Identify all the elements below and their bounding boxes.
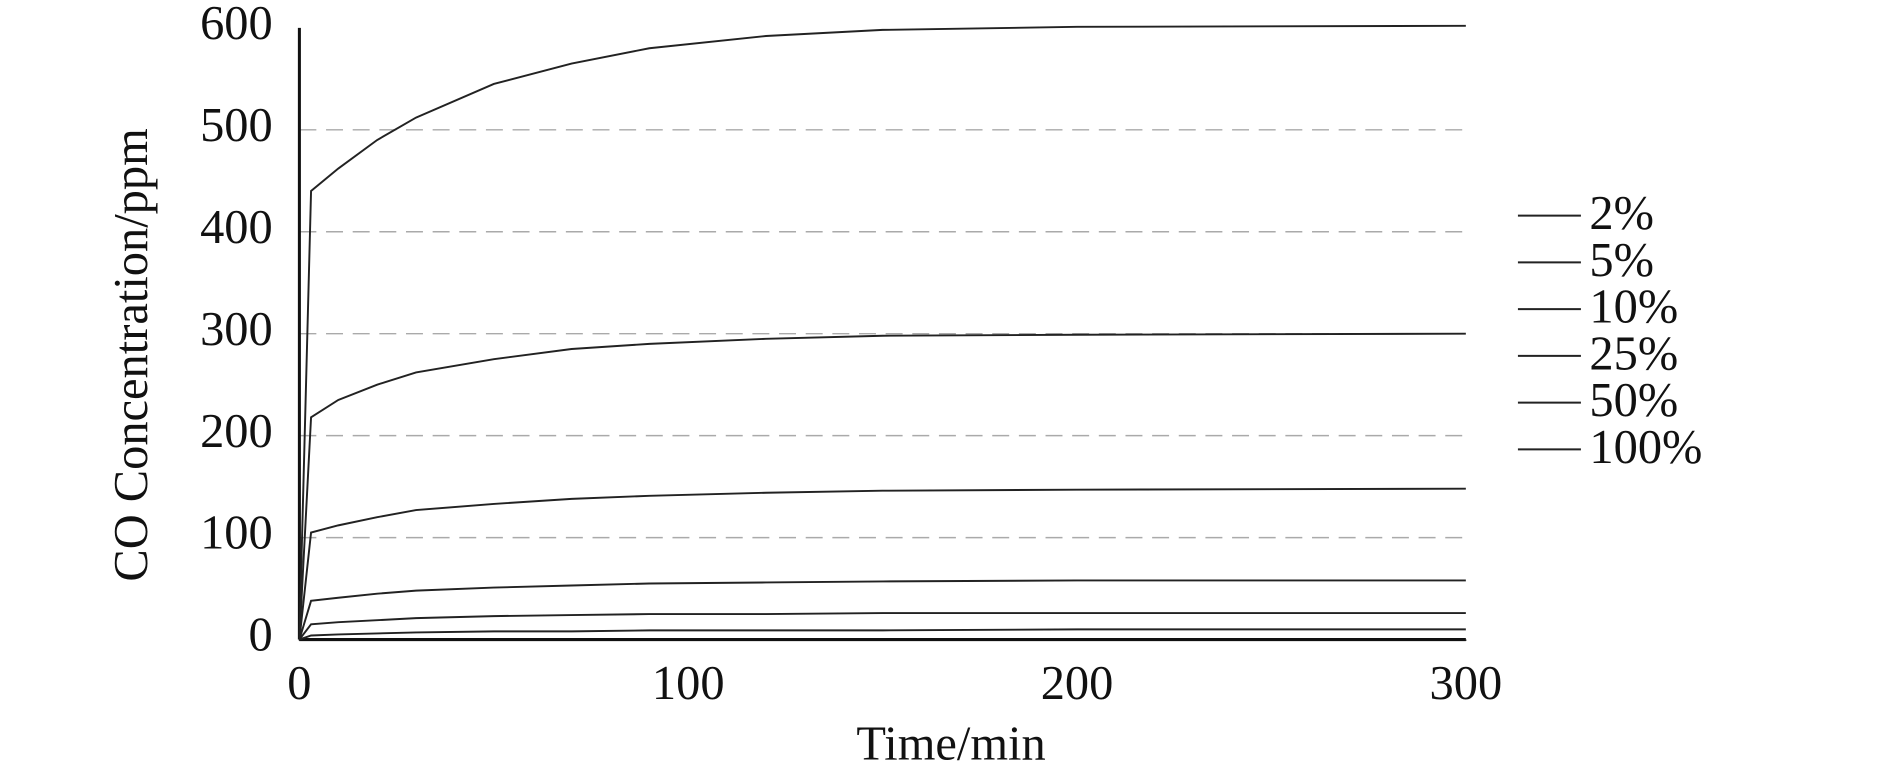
- y-tick-label: 0: [249, 609, 273, 662]
- series-line: [299, 628, 1466, 641]
- x-tick-label: 300: [1430, 657, 1503, 710]
- x-tick-label: 0: [287, 657, 311, 710]
- series-line: [298, 332, 1466, 640]
- y-tick-label: 100: [200, 507, 273, 560]
- y-tick-label: 500: [200, 99, 273, 152]
- legend-label: 100%: [1589, 421, 1702, 474]
- legend-label: 25%: [1589, 327, 1678, 380]
- series-line: [298, 24, 1466, 640]
- x-tick-label: 100: [652, 657, 725, 710]
- series-line: [298, 487, 1466, 640]
- legend-label: 5%: [1589, 234, 1654, 287]
- y-tick-label: 400: [200, 201, 273, 254]
- series-line: [298, 612, 1466, 641]
- y-tick-label: 200: [200, 405, 273, 458]
- y-tick-label: 300: [200, 303, 273, 356]
- x-axis-label: Time/min: [856, 718, 1045, 771]
- series-line: [298, 579, 1466, 640]
- legend-label: 10%: [1589, 281, 1678, 334]
- y-tick-label: 600: [200, 0, 273, 50]
- y-axis-label: CO Concentration/ppm: [105, 128, 158, 581]
- x-tick-label: 200: [1041, 657, 1114, 710]
- legend-label: 50%: [1589, 374, 1678, 427]
- legend-label: 2%: [1589, 187, 1654, 240]
